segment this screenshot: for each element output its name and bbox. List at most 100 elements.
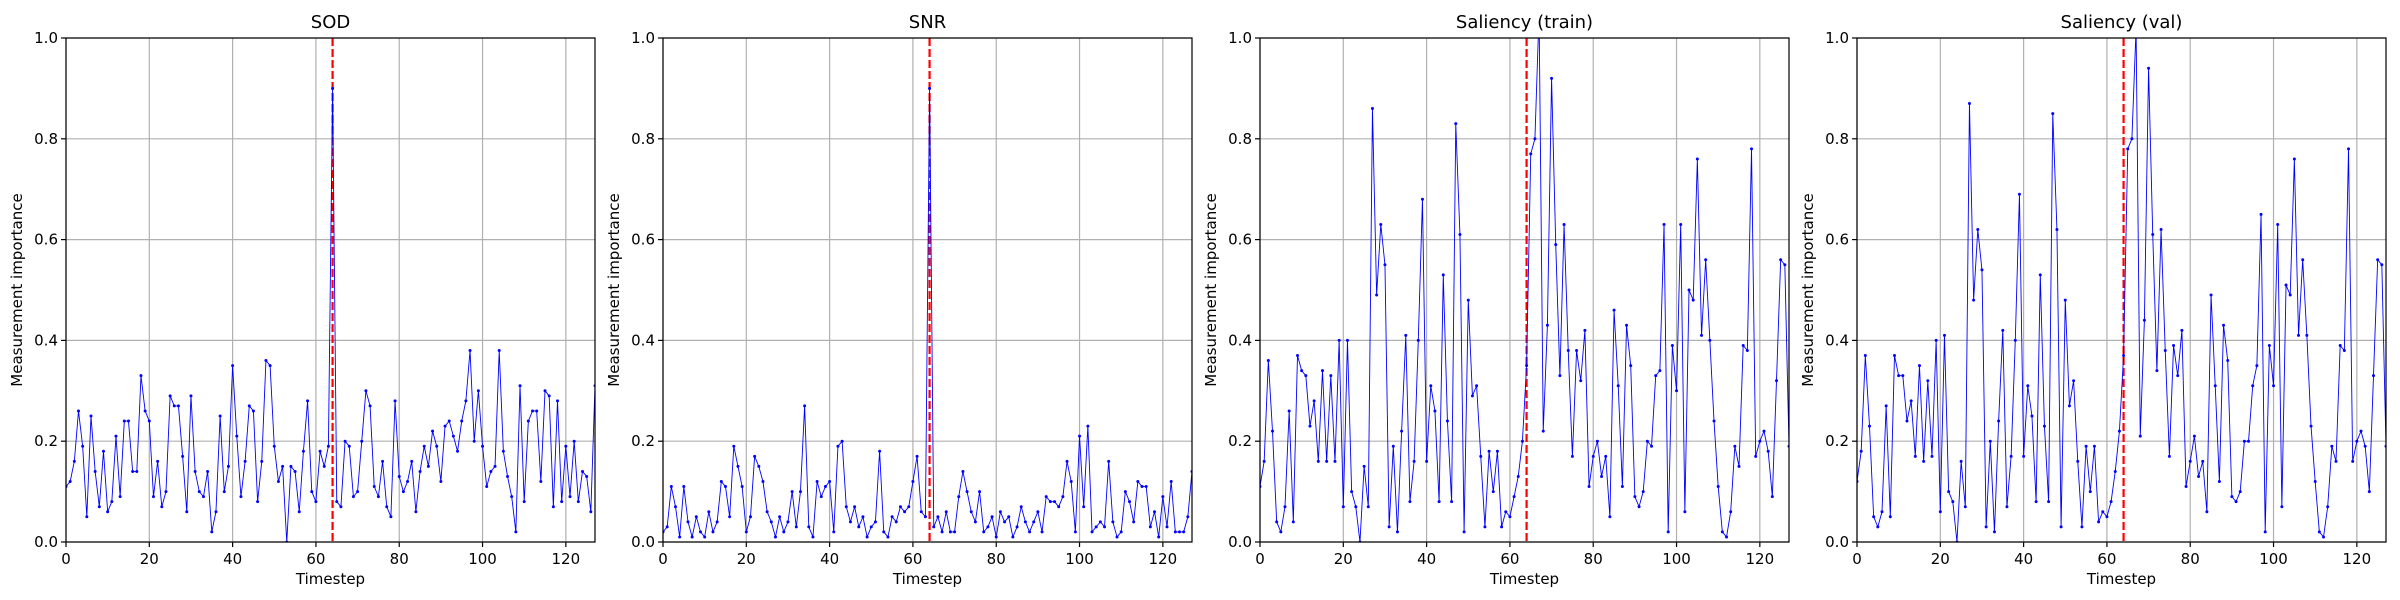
x-tick-label: 120: [1149, 550, 1178, 568]
data-point: [2138, 434, 2142, 438]
data-point: [393, 399, 397, 403]
data-point: [468, 348, 472, 352]
data-point: [1554, 243, 1558, 247]
data-point: [2222, 323, 2226, 327]
data-point: [1951, 500, 1955, 504]
subplot: 0 20 40 60 80 100 120 0.0 0.2 0.4 0.6 0.8 1.0 SNR Time…: [605, 12, 1193, 588]
data-point: [281, 464, 285, 468]
data-point: [1608, 515, 1612, 519]
data-point: [853, 505, 857, 509]
data-point: [322, 464, 326, 468]
data-point: [1695, 157, 1699, 161]
data-point: [1980, 268, 1984, 272]
data-point: [1595, 439, 1599, 443]
data-point: [2059, 525, 2063, 529]
data-point: [869, 525, 873, 529]
data-point: [2176, 374, 2180, 378]
x-tick-label: 0: [658, 550, 668, 568]
data-point: [568, 495, 572, 499]
data-point: [372, 485, 376, 489]
y-axis-label: Measurement importance: [1799, 193, 1817, 386]
data-point: [160, 505, 164, 509]
data-point: [1115, 535, 1119, 539]
data-point: [347, 444, 351, 448]
data-point: [497, 348, 501, 352]
y-tick-label: 0.0: [1228, 533, 1252, 551]
data-point: [2038, 273, 2042, 277]
data-point: [1930, 454, 1934, 458]
x-tick-label: 80: [2181, 550, 2200, 568]
data-point: [243, 459, 247, 463]
y-tick-label: 0.4: [34, 331, 58, 349]
data-point: [761, 480, 765, 484]
data-point: [2376, 258, 2380, 262]
data-point: [748, 515, 752, 519]
data-point: [2088, 490, 2092, 494]
data-point: [978, 490, 982, 494]
data-point: [2192, 434, 2196, 438]
data-point: [1270, 429, 1274, 433]
data-point: [1425, 459, 1429, 463]
data-point: [1641, 490, 1645, 494]
subplot-title: Saliency (val): [2061, 12, 2183, 33]
data-point: [857, 525, 861, 529]
data-point: [1375, 293, 1379, 297]
data-point: [339, 505, 343, 509]
data-point: [418, 469, 422, 473]
data-point: [72, 459, 76, 463]
data-point: [1616, 384, 1620, 388]
data-point: [2005, 505, 2009, 509]
data-point: [2234, 500, 2238, 504]
data-point: [944, 510, 948, 514]
data-point: [1541, 429, 1545, 433]
data-point: [501, 449, 505, 453]
data-point: [1579, 379, 1583, 383]
data-point: [210, 530, 214, 534]
data-point: [1997, 419, 2001, 423]
data-point: [2217, 480, 2221, 484]
y-tick-label: 0.0: [1825, 533, 1849, 551]
data-point: [1766, 449, 1770, 453]
y-tick-label: 1.0: [1228, 29, 1252, 47]
y-tick-label: 0.8: [1228, 130, 1252, 148]
data-point: [2334, 459, 2338, 463]
data-point: [1279, 530, 1283, 534]
data-point: [2047, 500, 2051, 504]
data-point: [1650, 444, 1654, 448]
data-point: [2267, 343, 2271, 347]
data-point: [1011, 535, 1015, 539]
data-point: [256, 500, 260, 504]
axes-frame: [1259, 37, 1790, 543]
data-point: [1779, 258, 1783, 262]
data-point: [1992, 530, 1996, 534]
data-point: [268, 364, 272, 368]
data-point: [1520, 439, 1524, 443]
data-point: [811, 535, 815, 539]
data-point: [703, 535, 707, 539]
data-point: [376, 495, 380, 499]
data-point: [1044, 495, 1048, 499]
data-point: [1300, 369, 1304, 373]
data-point: [2355, 439, 2359, 443]
data-point: [1863, 354, 1867, 358]
data-point: [1867, 424, 1871, 428]
data-point: [531, 409, 535, 413]
data-point: [678, 535, 682, 539]
data-point: [118, 495, 122, 499]
data-point: [1691, 298, 1695, 302]
data-point: [2109, 500, 2113, 504]
data-point: [89, 414, 93, 418]
data-point: [1775, 379, 1779, 383]
data-point: [2238, 490, 2242, 494]
data-point: [844, 505, 848, 509]
data-point: [903, 510, 907, 514]
data-point: [1629, 364, 1633, 368]
data-point: [1437, 500, 1441, 504]
data-point: [2142, 318, 2146, 322]
data-point: [1754, 454, 1758, 458]
data-point: [1003, 520, 1007, 524]
data-point: [1604, 454, 1608, 458]
data-point: [969, 510, 973, 514]
data-point: [581, 469, 585, 473]
